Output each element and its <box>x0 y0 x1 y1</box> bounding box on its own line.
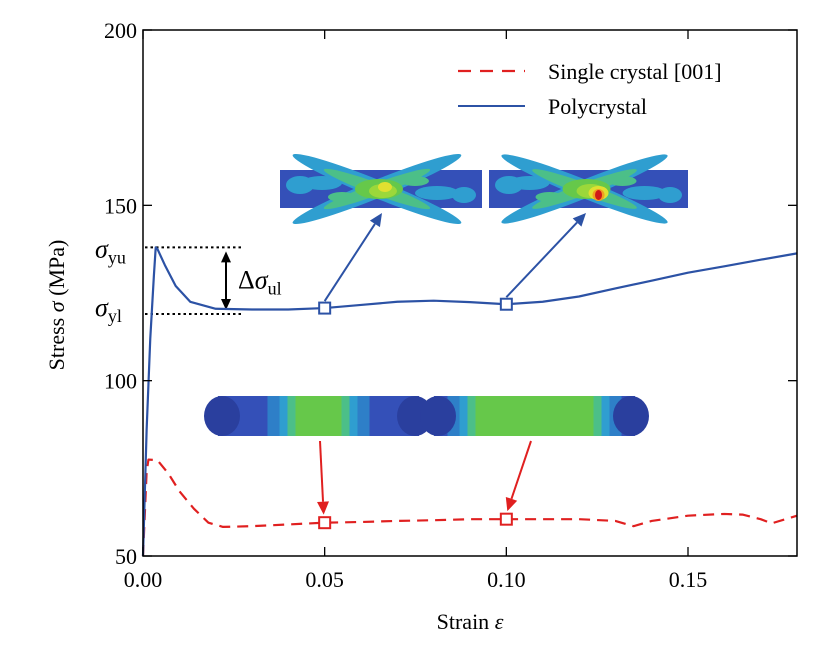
x-tick-label: 0.05 <box>305 567 344 592</box>
y-tick-label: 50 <box>115 544 137 569</box>
contour-blob <box>286 176 314 194</box>
arrow-polycrystal-1-shaft <box>323 223 376 302</box>
contour-blob <box>658 187 682 203</box>
y-tick-label: 100 <box>104 369 137 394</box>
data-marker-polycrystal <box>318 301 332 315</box>
x-axis-symbol: ε <box>495 609 504 634</box>
legend-label-polycrystal: Polycrystal <box>548 94 647 119</box>
sigma-yl-label: σyl <box>95 293 122 326</box>
x-axis-label-text: Strain <box>437 609 490 634</box>
contour-blob <box>377 182 392 192</box>
sigma-yu-symbol: σ <box>95 234 109 263</box>
contour-hotspot <box>595 190 603 200</box>
sigma-yl-symbol: σ <box>95 293 109 322</box>
contour-edge <box>204 396 240 436</box>
marker-layer <box>318 297 513 530</box>
delta-sigma-ul-label: Δσul <box>238 266 282 299</box>
legend-label-single-crystal: Single crystal [001] <box>548 59 722 84</box>
sigma-yl-subscript: yl <box>108 306 122 326</box>
yield-annotations: σyu σyl Δσul <box>95 234 282 326</box>
contour-blob <box>452 187 476 203</box>
y-tick-label: 200 <box>104 18 137 43</box>
delta-symbol: Δ <box>238 266 255 295</box>
arrow-polycrystal-1-head <box>369 213 382 228</box>
arrow-single-crystal-1-shaft <box>319 440 325 502</box>
sigma-yu-subscript: yu <box>108 247 126 267</box>
delta-arrow-head-up <box>221 251 231 263</box>
contour-inset-3 <box>204 396 433 436</box>
delta-sigma-subscript: ul <box>268 279 282 299</box>
x-axis-label: Strain ε <box>437 609 504 634</box>
data-marker-single-crystal <box>318 516 332 530</box>
x-tick-label: 0.00 <box>124 567 163 592</box>
arrow-polycrystal-2-head <box>572 213 586 227</box>
contour-blob <box>495 176 523 194</box>
arrow-single-crystal-2-shaft <box>510 440 532 500</box>
legend: Single crystal [001] Polycrystal <box>458 59 722 119</box>
contour-blob <box>327 192 356 202</box>
y-tick-label: 150 <box>104 193 137 218</box>
contour-band-core <box>295 396 342 436</box>
series-layer <box>141 246 798 557</box>
y-axis-symbol: σ <box>44 300 69 312</box>
arrow-single-crystal-1-head <box>317 501 330 515</box>
contour-insets <box>204 153 688 436</box>
yield-annotation-lines <box>145 246 242 316</box>
contour-inset-1 <box>280 153 482 225</box>
contour-edge <box>420 396 456 436</box>
series-line-polycrystal <box>141 246 798 557</box>
contour-blob <box>400 176 429 186</box>
delta-arrow-head-down <box>221 299 231 311</box>
inset-arrows <box>317 213 586 515</box>
contour-edge <box>613 396 649 436</box>
y-axis-label: Stress σ (MPa) <box>44 240 69 371</box>
contour-blob <box>622 186 667 200</box>
contour-band-core <box>475 396 594 436</box>
arrow-polycrystal-2-shaft <box>505 221 578 298</box>
data-marker-polycrystal <box>499 297 513 311</box>
contour-blob <box>535 192 564 202</box>
data-marker-single-crystal <box>499 512 513 526</box>
arrow-single-crystal-2-head <box>505 496 518 512</box>
series-line-single-crystal <box>141 458 798 557</box>
contour-blob <box>608 176 637 186</box>
x-tick-label: 0.15 <box>669 567 708 592</box>
y-axis-label-text: Stress <box>44 318 69 371</box>
x-tick-label: 0.10 <box>487 567 526 592</box>
contour-blob <box>414 186 459 200</box>
delta-sigma-symbol: σ <box>255 266 269 295</box>
contour-inset-4 <box>420 396 649 436</box>
y-axis-unit: (MPa) <box>44 240 69 296</box>
contour-inset-2 <box>489 154 688 224</box>
axis-ticks: 0.00 0.05 0.10 0.15 50 100 150 200 <box>104 18 797 592</box>
plot-frame <box>142 29 798 557</box>
sigma-yu-label: σyu <box>95 234 126 267</box>
